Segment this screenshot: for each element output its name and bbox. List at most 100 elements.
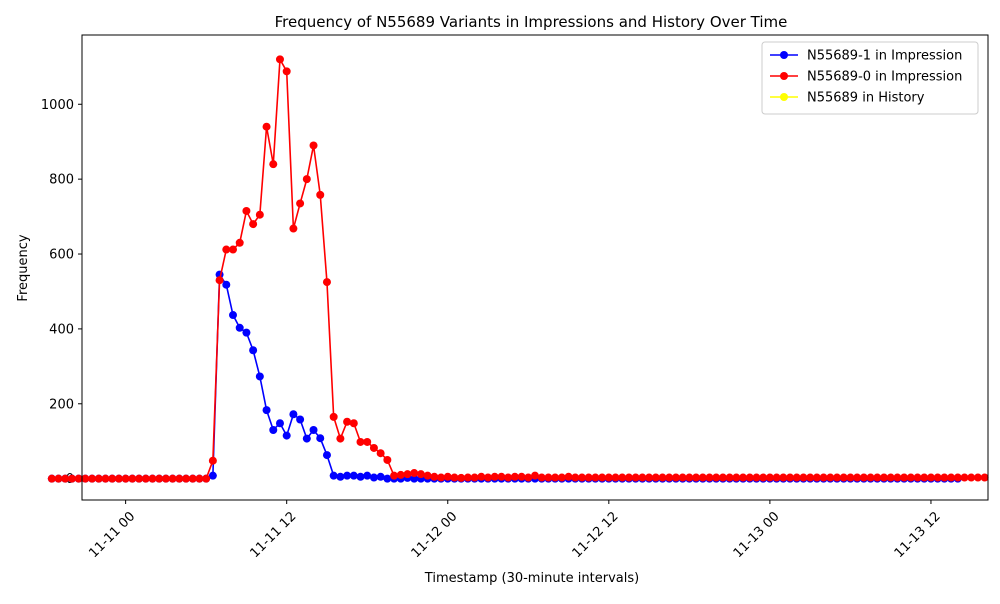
data-point — [249, 220, 258, 229]
data-point — [718, 473, 727, 482]
chart-title: Frequency of N55689 Variants in Impressi… — [275, 13, 788, 31]
data-point — [853, 473, 862, 482]
data-point — [356, 472, 365, 481]
data-point — [551, 473, 560, 482]
x-tick-label: 11-12 00 — [409, 509, 461, 561]
data-point — [47, 474, 56, 483]
data-point — [906, 473, 915, 482]
data-point — [54, 474, 63, 483]
data-point — [510, 472, 519, 481]
data-point — [893, 473, 902, 482]
x-axis-label: Timestamp (30-minute intervals) — [424, 571, 639, 586]
data-point — [913, 473, 922, 482]
data-point — [322, 278, 331, 287]
data-point — [242, 328, 251, 337]
data-point — [940, 473, 949, 482]
data-point — [692, 473, 701, 482]
data-point — [665, 473, 674, 482]
data-point — [886, 473, 895, 482]
data-point — [833, 473, 841, 482]
data-point — [376, 472, 385, 481]
data-point — [423, 471, 432, 480]
data-point — [114, 474, 123, 483]
legend-marker — [780, 51, 788, 59]
data-point — [309, 425, 318, 434]
data-point — [135, 474, 144, 483]
data-point — [316, 434, 325, 443]
data-point — [262, 122, 271, 131]
data-point — [296, 199, 305, 208]
data-point — [108, 474, 117, 483]
data-point — [229, 311, 237, 320]
data-point — [490, 472, 499, 481]
series-1 — [47, 55, 989, 483]
data-point — [712, 473, 721, 482]
data-point — [202, 474, 211, 483]
data-point — [316, 190, 325, 199]
legend-label: N55689-0 in Impression — [807, 70, 962, 85]
data-point — [289, 224, 298, 233]
data-point — [631, 473, 640, 482]
y-tick-label: 800 — [49, 173, 74, 188]
data-point — [121, 474, 130, 483]
data-point — [792, 473, 801, 482]
data-point — [470, 473, 479, 482]
data-point — [564, 472, 573, 481]
data-point — [275, 419, 284, 428]
data-point — [705, 473, 714, 482]
y-tick-label: 1000 — [41, 98, 74, 113]
data-point — [262, 406, 271, 415]
data-point — [329, 471, 338, 480]
data-point — [732, 473, 741, 482]
data-point — [242, 206, 251, 215]
data-point — [900, 473, 909, 482]
data-point — [685, 473, 694, 482]
data-point — [651, 473, 660, 482]
data-point — [336, 472, 345, 481]
data-point — [383, 455, 392, 464]
data-point — [819, 473, 828, 482]
data-point — [376, 449, 385, 458]
data-point — [369, 473, 378, 482]
x-tick-label: 11-13 12 — [892, 509, 944, 561]
data-point — [524, 473, 533, 482]
legend-label: N55689-1 in Impression — [807, 49, 962, 64]
data-point — [101, 474, 110, 483]
data-point — [598, 473, 607, 482]
data-point — [208, 456, 217, 465]
data-point — [920, 473, 929, 482]
data-point — [390, 471, 399, 480]
data-point — [188, 474, 197, 483]
data-point — [484, 473, 493, 482]
y-tick-label: 400 — [49, 322, 74, 337]
data-point — [61, 474, 70, 483]
data-point — [477, 472, 486, 481]
data-point — [302, 175, 311, 184]
data-point — [208, 471, 217, 480]
y-tick-label: 600 — [49, 248, 74, 263]
data-point — [765, 473, 774, 482]
data-point — [94, 474, 103, 483]
data-point — [457, 473, 466, 482]
data-point — [410, 469, 419, 478]
data-point — [584, 473, 593, 482]
data-point — [967, 473, 976, 482]
data-point — [624, 473, 633, 482]
data-point — [839, 473, 848, 482]
data-point — [759, 473, 768, 482]
x-tick-label: 11-12 12 — [570, 509, 622, 561]
data-point — [155, 474, 164, 483]
data-point — [322, 451, 331, 460]
data-point — [611, 473, 620, 482]
data-point — [396, 470, 405, 479]
legend: N55689-1 in Impression N55689-0 in Impres… — [761, 41, 979, 115]
data-point — [960, 473, 969, 482]
data-point — [416, 470, 425, 479]
data-point — [302, 434, 311, 443]
x-tick-label: 11-11 12 — [247, 509, 299, 561]
data-point — [678, 473, 687, 482]
data-point — [349, 471, 358, 480]
data-point — [591, 473, 600, 482]
data-point — [638, 473, 647, 482]
data-point — [215, 276, 224, 285]
